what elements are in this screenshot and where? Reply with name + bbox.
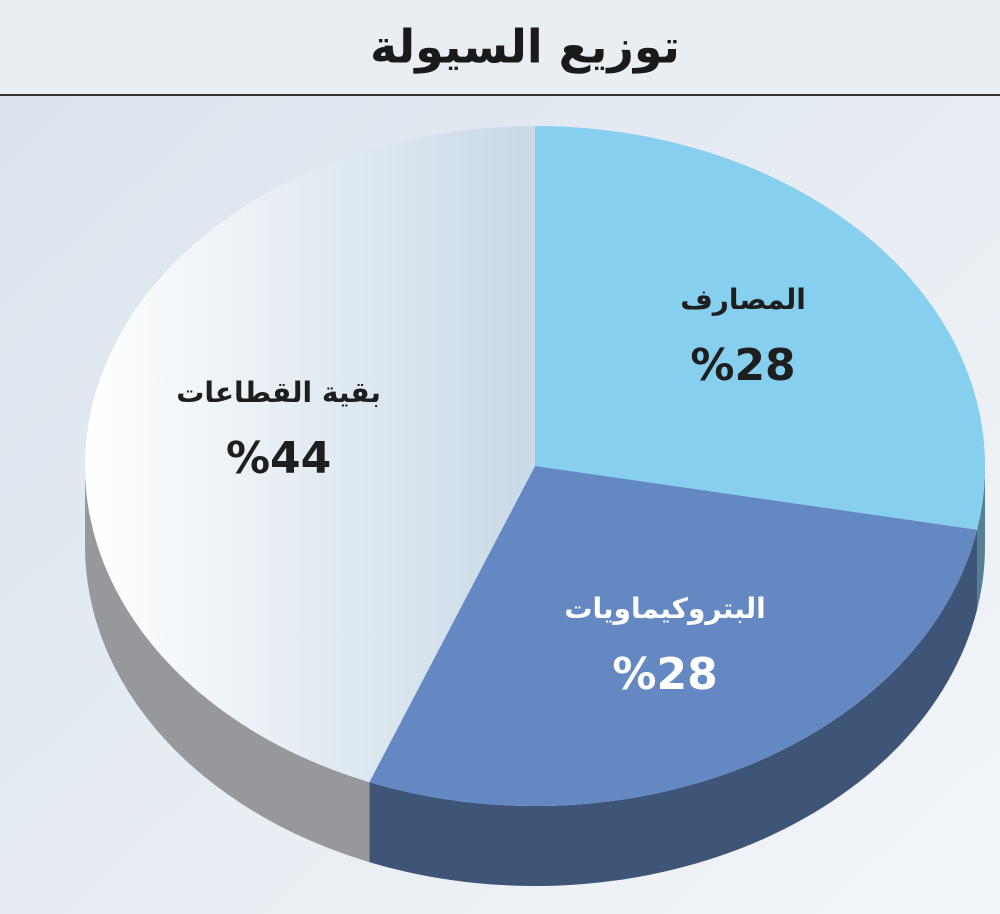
value-label: %28	[690, 340, 795, 391]
value-label: %28	[612, 649, 717, 700]
slice	[85, 126, 536, 783]
value-label: %44	[226, 433, 331, 484]
slice-side	[369, 529, 978, 886]
slice-label: المصارف	[680, 283, 806, 316]
slice-side	[84, 466, 370, 863]
slice-label: البتروكيماويات	[564, 592, 765, 625]
pie: المصارف %28 البتروكيماويات %28 بقية القطاعات…	[84, 126, 985, 886]
chart-title: توزيع السيولة	[370, 20, 680, 74]
title-bar	[0, 0, 1000, 95]
slice-side	[977, 466, 985, 610]
slice-label: بقية القطاعات	[176, 376, 381, 409]
slice	[369, 466, 978, 807]
slice	[535, 126, 985, 530]
